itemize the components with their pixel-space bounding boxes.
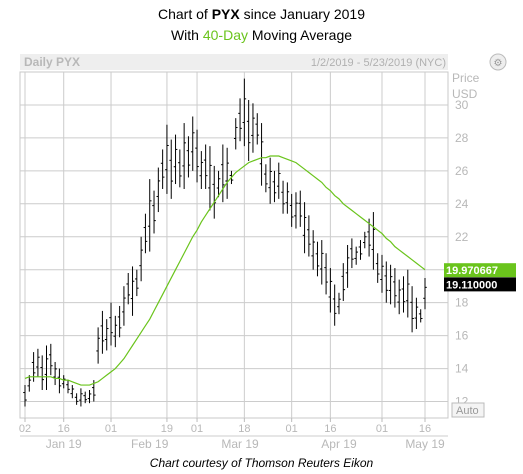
date-range: 1/2/2019 - 5/23/2019 (NYC) (311, 57, 446, 69)
moving-average-line (24, 155, 426, 386)
month-label: Jan 19 (46, 437, 82, 451)
y-tick-label: 16 (455, 329, 469, 343)
x-tick-label: 16 (419, 423, 431, 435)
settings-icon-glyph: ⚙ (494, 58, 503, 69)
y-tick-label: 18 (455, 296, 469, 310)
y-tick-label: 30 (455, 98, 469, 112)
y-tick-labels: 12141618202224262830 (455, 98, 469, 409)
month-label: Mar 19 (221, 437, 259, 451)
y-tick-label: 28 (455, 131, 469, 145)
price-value-tag-bg (444, 277, 516, 292)
y-tick-label: 26 (455, 164, 469, 178)
ma-value-tag-bg (444, 263, 516, 278)
x-tick-label: 01 (191, 423, 203, 435)
settings-icon[interactable] (489, 53, 507, 71)
x-tick-label: 01 (376, 423, 388, 435)
price-axis-label: Price (452, 71, 480, 85)
chart-subtitle: With 40-Day Moving Average (0, 27, 523, 43)
x-axis: 02 16 01 19 01 18 01 16 01 16 Jan 19 Feb 19 Mar 19 Ap… (19, 418, 448, 451)
x-tick-label: 16 (58, 423, 70, 435)
x-tick-label: 18 (238, 423, 250, 435)
price-value-tag: 19.110000 (444, 277, 516, 292)
currency-axis-label: USD (452, 87, 478, 101)
month-label: Apr 19 (321, 437, 357, 451)
x-tick-label: 01 (105, 423, 117, 435)
auto-scale-label: Auto (456, 405, 479, 417)
subtitle-suffix: Moving Average (248, 27, 353, 43)
y-tick-label: 24 (455, 197, 469, 211)
plot-area (19, 71, 449, 419)
subtitle-highlight: 40-Day (202, 27, 248, 43)
y-tick-label: 14 (455, 362, 469, 376)
chart-credit: Chart courtesy of Thomson Reuters Eikon (149, 456, 374, 470)
y-tick-label: 22 (455, 230, 469, 244)
ma-value-tag: 19.970667 (444, 263, 516, 278)
auto-scale-button[interactable] (451, 402, 485, 418)
chart-title: Chart of PYX since January 2019 (0, 6, 523, 22)
chart-header-bar (20, 54, 448, 70)
price-bars (23, 78, 427, 407)
x-tick-label: 19 (161, 423, 173, 435)
x-tick-label: 01 (286, 423, 298, 435)
panel-label: Daily PYX (24, 55, 80, 69)
month-label: Feb 19 (131, 437, 169, 451)
title-ticker: PYX (211, 6, 240, 22)
ma-value-text: 19.970667 (446, 265, 498, 277)
subtitle-prefix: With (170, 27, 203, 43)
month-label: May 19 (405, 437, 445, 451)
x-tick-label: 16 (324, 423, 336, 435)
title-prefix: Chart of (157, 6, 212, 22)
x-tick-label: 02 (19, 423, 31, 435)
price-value-text: 19.110000 (446, 279, 497, 291)
title-suffix: since January 2019 (239, 6, 366, 22)
